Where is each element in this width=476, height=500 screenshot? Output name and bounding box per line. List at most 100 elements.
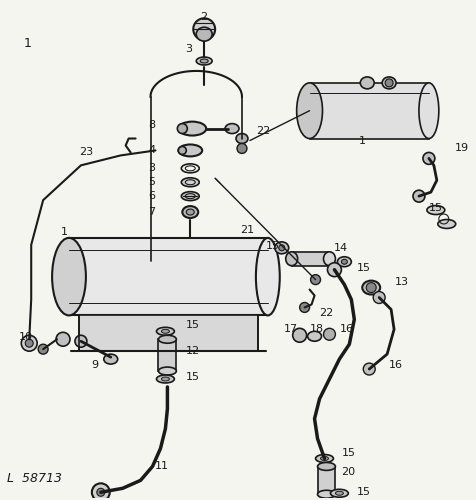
Bar bbox=[309, 83, 429, 138]
Circle shape bbox=[21, 336, 37, 351]
Circle shape bbox=[56, 332, 70, 346]
Ellipse shape bbox=[317, 490, 336, 498]
Circle shape bbox=[293, 328, 307, 342]
Text: 1: 1 bbox=[23, 36, 31, 50]
Ellipse shape bbox=[427, 206, 445, 214]
Ellipse shape bbox=[157, 328, 174, 336]
Circle shape bbox=[299, 302, 309, 312]
Text: 18: 18 bbox=[309, 324, 324, 334]
Circle shape bbox=[324, 328, 336, 340]
Text: 17: 17 bbox=[284, 324, 298, 334]
Text: 10: 10 bbox=[20, 332, 33, 342]
Text: 15: 15 bbox=[341, 448, 356, 458]
Bar bbox=[79, 316, 258, 351]
Circle shape bbox=[413, 190, 425, 202]
Text: 4: 4 bbox=[149, 146, 156, 156]
Circle shape bbox=[366, 282, 376, 292]
Ellipse shape bbox=[52, 238, 86, 316]
Ellipse shape bbox=[157, 375, 174, 383]
Circle shape bbox=[373, 292, 385, 304]
Ellipse shape bbox=[181, 192, 199, 200]
Text: 2: 2 bbox=[200, 12, 208, 22]
Circle shape bbox=[327, 262, 341, 276]
Ellipse shape bbox=[104, 354, 118, 364]
Circle shape bbox=[385, 79, 393, 87]
Text: 8: 8 bbox=[149, 120, 156, 130]
Circle shape bbox=[38, 344, 48, 354]
Ellipse shape bbox=[360, 77, 374, 89]
Ellipse shape bbox=[362, 280, 380, 294]
Text: 5: 5 bbox=[149, 177, 156, 187]
Circle shape bbox=[75, 336, 87, 347]
Circle shape bbox=[310, 274, 320, 284]
Ellipse shape bbox=[341, 260, 347, 264]
Ellipse shape bbox=[419, 83, 439, 138]
Ellipse shape bbox=[279, 245, 285, 251]
Ellipse shape bbox=[196, 27, 212, 41]
Text: 15: 15 bbox=[266, 241, 280, 251]
Ellipse shape bbox=[275, 242, 289, 254]
Ellipse shape bbox=[330, 490, 348, 497]
Text: 16: 16 bbox=[339, 324, 353, 334]
Ellipse shape bbox=[182, 206, 198, 218]
Text: 9: 9 bbox=[91, 360, 98, 370]
Ellipse shape bbox=[320, 456, 328, 460]
Ellipse shape bbox=[196, 57, 212, 65]
Circle shape bbox=[423, 152, 435, 164]
Text: 21: 21 bbox=[240, 225, 254, 235]
Ellipse shape bbox=[256, 238, 280, 316]
Text: 16: 16 bbox=[389, 360, 403, 370]
Text: 6: 6 bbox=[149, 191, 156, 201]
Ellipse shape bbox=[159, 367, 177, 375]
Ellipse shape bbox=[337, 257, 351, 266]
Text: 15: 15 bbox=[186, 372, 200, 382]
Text: 15: 15 bbox=[357, 262, 371, 272]
Ellipse shape bbox=[186, 209, 194, 215]
Text: 3: 3 bbox=[185, 44, 192, 54]
Ellipse shape bbox=[178, 124, 187, 134]
Ellipse shape bbox=[438, 220, 456, 228]
Circle shape bbox=[237, 144, 247, 154]
Ellipse shape bbox=[225, 124, 239, 134]
Text: L  58713: L 58713 bbox=[7, 472, 62, 485]
Text: 22: 22 bbox=[319, 308, 334, 318]
Ellipse shape bbox=[317, 462, 336, 470]
Ellipse shape bbox=[178, 122, 206, 136]
Text: 14: 14 bbox=[334, 243, 347, 253]
Circle shape bbox=[363, 363, 375, 375]
Ellipse shape bbox=[161, 377, 169, 381]
Ellipse shape bbox=[286, 252, 298, 266]
Ellipse shape bbox=[200, 59, 208, 63]
Bar bbox=[69, 238, 268, 316]
Text: 1: 1 bbox=[61, 227, 68, 237]
Text: 1: 1 bbox=[359, 136, 367, 145]
Ellipse shape bbox=[161, 330, 169, 334]
Text: 15: 15 bbox=[357, 488, 371, 498]
Ellipse shape bbox=[181, 178, 199, 186]
Ellipse shape bbox=[236, 134, 248, 143]
Ellipse shape bbox=[297, 83, 323, 138]
Ellipse shape bbox=[307, 332, 321, 341]
Text: 12: 12 bbox=[186, 346, 200, 356]
Text: 7: 7 bbox=[149, 207, 156, 217]
Ellipse shape bbox=[178, 146, 186, 154]
Text: 15: 15 bbox=[429, 203, 443, 213]
Ellipse shape bbox=[193, 18, 215, 40]
Ellipse shape bbox=[324, 252, 336, 266]
Text: 13: 13 bbox=[395, 276, 409, 286]
Bar bbox=[317, 466, 336, 494]
Bar bbox=[292, 252, 329, 266]
Text: 19: 19 bbox=[455, 144, 469, 154]
Text: 15: 15 bbox=[186, 320, 200, 330]
Text: 11: 11 bbox=[155, 462, 169, 471]
Ellipse shape bbox=[336, 492, 343, 496]
Ellipse shape bbox=[178, 144, 202, 156]
Ellipse shape bbox=[316, 454, 334, 462]
Text: 22: 22 bbox=[256, 126, 270, 136]
Text: 3: 3 bbox=[149, 164, 156, 173]
Bar bbox=[159, 339, 177, 371]
Ellipse shape bbox=[382, 77, 396, 89]
Circle shape bbox=[25, 339, 33, 347]
Text: 23: 23 bbox=[79, 148, 93, 158]
Circle shape bbox=[97, 488, 105, 496]
